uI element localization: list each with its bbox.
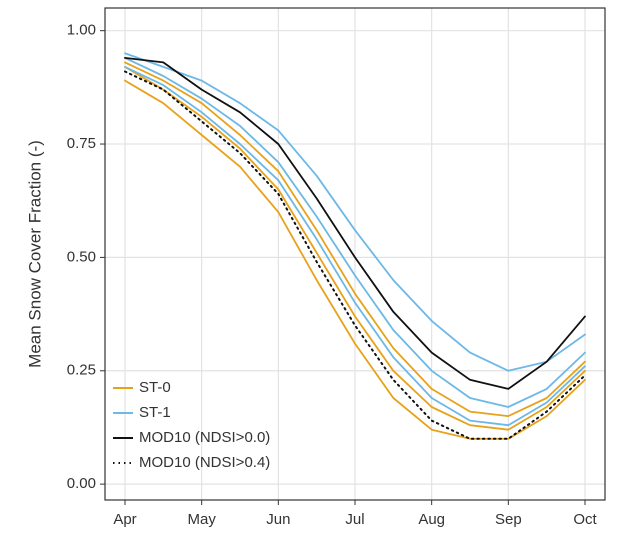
series-line bbox=[124, 79, 586, 440]
y-tick-label: 0.00 bbox=[67, 475, 96, 492]
x-tick-label: Apr bbox=[113, 511, 136, 528]
y-tick-label: 1.00 bbox=[67, 22, 96, 39]
x-tick-label: Jul bbox=[345, 511, 364, 528]
y-tick-label: 0.25 bbox=[67, 362, 96, 379]
legend-label: MOD10 (NDSI>0.4) bbox=[139, 454, 270, 471]
legend-label: MOD10 (NDSI>0.0) bbox=[139, 429, 270, 446]
legend-label: ST-0 bbox=[139, 379, 171, 396]
series-line bbox=[124, 52, 586, 372]
series-line bbox=[124, 57, 586, 408]
y-tick-label: 0.50 bbox=[67, 248, 96, 265]
series-line bbox=[124, 61, 586, 417]
x-tick-label: Jun bbox=[266, 511, 290, 528]
series-line bbox=[124, 57, 586, 390]
x-tick-label: Aug bbox=[418, 511, 445, 528]
series-line bbox=[124, 66, 586, 431]
x-tick-label: Oct bbox=[573, 511, 597, 528]
y-axis-label: Mean Snow Cover Fraction (-) bbox=[25, 140, 44, 368]
x-tick-label: Sep bbox=[495, 511, 522, 528]
y-tick-label: 0.75 bbox=[67, 135, 96, 152]
x-tick-label: May bbox=[187, 511, 216, 528]
legend-label: ST-1 bbox=[139, 404, 171, 421]
series-line bbox=[124, 66, 586, 427]
